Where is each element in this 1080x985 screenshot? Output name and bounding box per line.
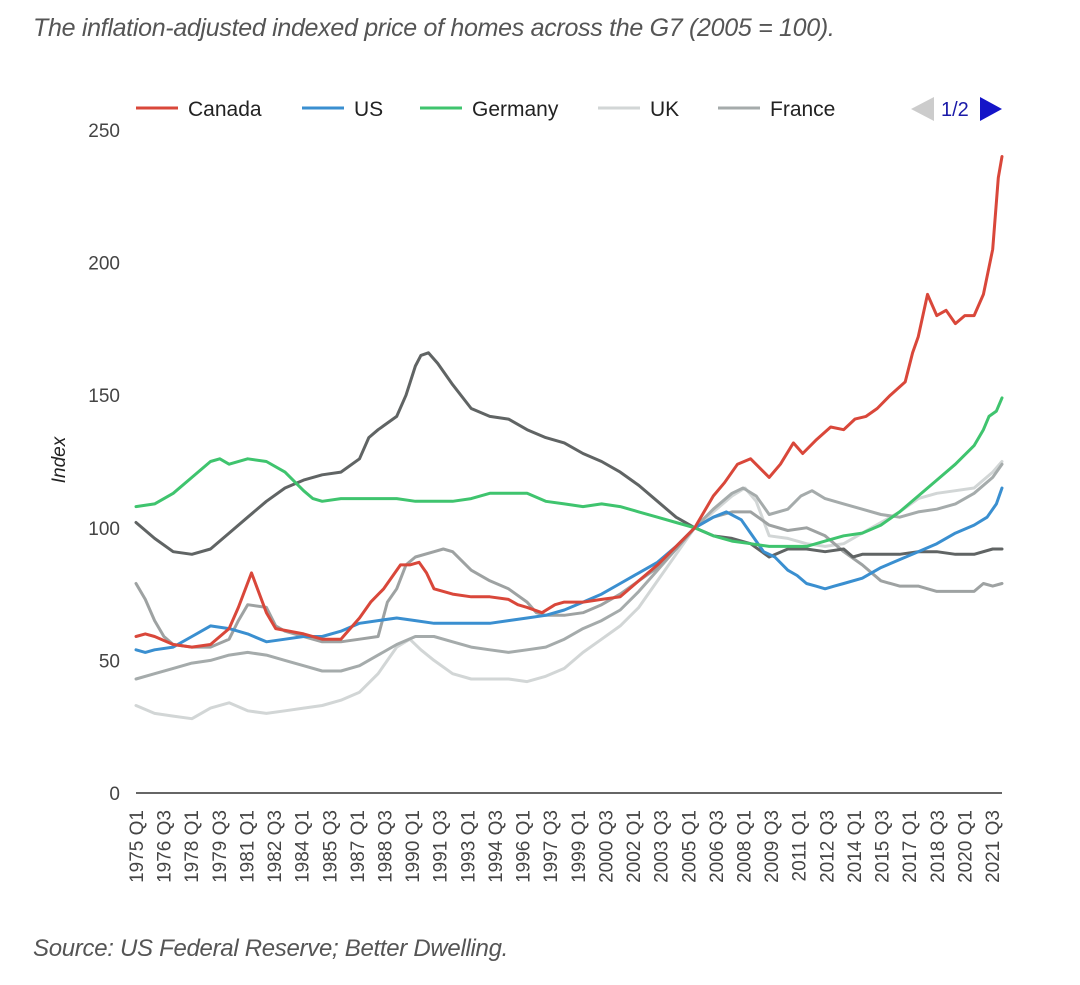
x-tick-label: 2018 Q3 xyxy=(928,810,949,883)
x-tick-label: 1997 Q3 xyxy=(541,810,562,883)
x-tick-label: 1990 Q1 xyxy=(403,810,424,883)
x-tick-label: 1982 Q3 xyxy=(265,810,286,883)
x-tick-label: 2012 Q3 xyxy=(817,810,838,883)
legend-pager: 1/2 xyxy=(911,97,1002,121)
series-line-canada xyxy=(134,155,1004,649)
x-tick-label: 2011 Q1 xyxy=(790,810,811,881)
legend-label: Germany xyxy=(472,98,559,121)
y-axis-title: Index xyxy=(49,435,70,483)
x-axis: 1975 Q1 1976 Q3 1978 Q1 1979 Q3 1981 Q1 1982 … xyxy=(127,810,1004,883)
x-tick-label: 1987 Q1 xyxy=(348,810,369,883)
y-tick-label: 250 xyxy=(88,121,120,142)
y-tick-label: 200 xyxy=(88,254,120,275)
series-line-germany xyxy=(134,396,1004,548)
x-tick-label: 1993 Q1 xyxy=(458,810,479,883)
x-tick-label: 2017 Q1 xyxy=(900,810,921,883)
series-line-france xyxy=(134,462,1004,681)
legend-item-canada[interactable]: Canada xyxy=(136,98,262,121)
x-tick-label: 1984 Q1 xyxy=(293,810,314,883)
x-tick-label: 1994 Q3 xyxy=(486,810,507,883)
series-line-italy xyxy=(134,510,1004,649)
x-tick-label: 1985 Q3 xyxy=(320,810,341,883)
x-tick-label: 1976 Q3 xyxy=(155,810,176,883)
legend: Canada US Germany UK France xyxy=(136,98,835,121)
legend-item-france[interactable]: France xyxy=(718,98,835,121)
x-tick-label: 1981 Q1 xyxy=(238,810,259,883)
legend-label: Canada xyxy=(188,98,262,121)
legend-label: France xyxy=(770,98,835,121)
y-axis: 0 50 100 150 200 250 xyxy=(88,121,120,805)
legend-item-uk[interactable]: UK xyxy=(598,98,679,121)
x-tick-label: 2003 Q3 xyxy=(652,810,673,883)
x-tick-label: 2021 Q3 xyxy=(983,810,1004,883)
x-tick-label: 2008 Q1 xyxy=(735,810,756,883)
y-tick-label: 0 xyxy=(109,784,120,805)
legend-next-arrow-icon[interactable] xyxy=(980,97,1002,121)
chart-title: The inflation-adjusted indexed price of … xyxy=(33,14,835,42)
x-tick-label: 2002 Q1 xyxy=(624,810,645,883)
x-tick-label: 2020 Q1 xyxy=(955,810,976,883)
x-tick-label: 1999 Q1 xyxy=(569,810,590,883)
series-group xyxy=(134,155,1004,721)
x-tick-label: 1978 Q1 xyxy=(182,810,203,883)
y-tick-label: 50 xyxy=(99,651,120,672)
legend-item-us[interactable]: US xyxy=(302,98,383,121)
legend-item-germany[interactable]: Germany xyxy=(420,98,559,121)
x-tick-label: 2006 Q3 xyxy=(707,810,728,883)
x-tick-label: 2009 Q3 xyxy=(762,810,783,883)
x-tick-label: 1988 Q3 xyxy=(376,810,397,883)
x-tick-label: 2005 Q1 xyxy=(679,810,700,883)
series-line-us xyxy=(134,486,1004,654)
x-tick-label: 1975 Q1 xyxy=(127,810,148,883)
x-tick-label: 2015 Q3 xyxy=(873,810,894,883)
x-tick-label: 1979 Q3 xyxy=(210,810,231,883)
y-tick-label: 150 xyxy=(88,386,120,407)
legend-page-indicator: 1/2 xyxy=(941,99,969,121)
legend-prev-arrow-icon[interactable] xyxy=(911,97,934,121)
legend-label: US xyxy=(354,98,383,121)
y-tick-label: 100 xyxy=(88,519,120,540)
legend-label: UK xyxy=(650,98,679,121)
source-note: Source: US Federal Reserve; Better Dwell… xyxy=(33,935,509,962)
x-tick-label: 1991 Q3 xyxy=(431,810,452,883)
x-tick-label: 2014 Q1 xyxy=(845,810,866,883)
x-tick-label: 2000 Q3 xyxy=(596,810,617,883)
x-tick-label: 1996 Q1 xyxy=(514,810,535,883)
